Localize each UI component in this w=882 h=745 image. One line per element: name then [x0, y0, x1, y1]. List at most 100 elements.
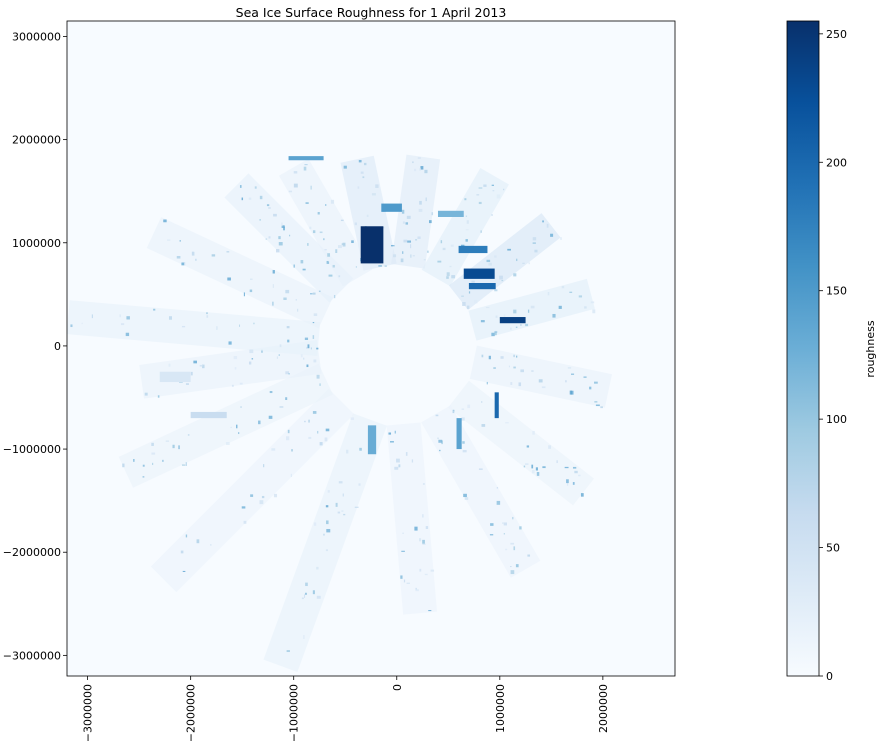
roughness-patch — [458, 245, 488, 254]
swath-speckle — [181, 262, 185, 266]
swath-speckle — [261, 349, 263, 353]
swath-speckle — [249, 289, 253, 293]
swath-speckle — [446, 276, 449, 279]
swath-speckle — [271, 448, 276, 451]
swath-speckle — [182, 570, 186, 572]
swath-speckle — [337, 511, 341, 514]
swath-speckle — [319, 231, 323, 234]
swath-speckle — [494, 255, 497, 258]
swath-speckle — [449, 265, 452, 268]
swath-speckle — [363, 162, 367, 166]
swath-speckle — [422, 539, 425, 544]
swath-speckle — [569, 291, 573, 293]
swath-speckle — [414, 526, 418, 531]
swath-speckle — [338, 245, 342, 249]
swath-speckle — [286, 650, 290, 653]
swath-speckle — [142, 464, 145, 467]
x-tick-label: −1000000 — [288, 684, 301, 741]
swath-speckle — [216, 326, 218, 330]
swath-speckle — [312, 230, 316, 234]
axes-frame — [66, 20, 676, 677]
roughness-patch — [190, 411, 227, 419]
swath-speckle — [465, 215, 468, 217]
x-tick-label: 2000000 — [597, 684, 610, 733]
swath-speckle — [480, 320, 485, 323]
swath-speckle — [461, 417, 465, 421]
swath-speckle — [440, 240, 443, 244]
swath-speckle — [327, 253, 331, 257]
swath-speckle — [485, 306, 490, 309]
swath-speckle — [532, 430, 535, 435]
swath-speckle — [547, 292, 550, 296]
swath-speckle — [303, 594, 306, 598]
swath-speckle — [560, 237, 562, 240]
swath-speckle — [239, 324, 241, 327]
swath-speckle — [522, 262, 525, 264]
swath-speckle — [417, 236, 421, 239]
swath-speckle — [474, 299, 478, 304]
swath — [139, 339, 322, 399]
swath-speckle — [308, 419, 310, 423]
swath-speckle — [371, 193, 376, 196]
swath-speckle — [269, 391, 273, 394]
swath-speckle — [394, 466, 399, 470]
swath-speckle — [325, 204, 327, 206]
swath-speckle — [446, 272, 450, 277]
swath-speckle — [515, 326, 518, 328]
x-tick-label: −3000000 — [82, 684, 95, 741]
swath-speckle — [272, 301, 274, 306]
swath-speckle — [480, 230, 482, 233]
swath-speckle — [303, 635, 305, 640]
y-tick-label: 2000000 — [12, 134, 61, 147]
swath-speckle — [466, 220, 469, 224]
swath-speckle — [306, 364, 309, 368]
swath-speckle — [176, 255, 181, 259]
colorbar-tick-label: 200 — [826, 156, 847, 169]
colorbar-tick-label: 100 — [826, 413, 847, 426]
chart-title: Sea Ice Surface Roughness for 1 April 20… — [236, 5, 507, 20]
swath-speckle — [276, 248, 280, 253]
swath-speckle — [351, 240, 354, 244]
swath-speckle — [254, 186, 257, 189]
swath-speckle — [126, 316, 130, 320]
swath-speckle — [312, 411, 317, 414]
swath-speckle — [468, 291, 471, 294]
swath-speckle — [288, 190, 293, 193]
swath-speckle — [531, 470, 535, 474]
swath-speckle — [119, 314, 121, 318]
y-axis: 3000000 2000000 1000000 0 −1000000 −2000000 −3… — [3, 30, 67, 662]
swath-speckle — [187, 434, 190, 436]
swath-speckle — [358, 483, 361, 486]
swath-speckle — [406, 215, 411, 219]
colorbar — [786, 20, 820, 677]
y-tick-label: −2000000 — [3, 546, 61, 559]
swath-speckle — [552, 313, 556, 318]
swath-speckle — [317, 430, 319, 434]
swath-speckle — [168, 316, 172, 320]
swath-speckle — [548, 445, 552, 449]
swath-speckle — [461, 408, 465, 410]
swath-speckle — [435, 414, 439, 417]
swath-speckle — [268, 207, 271, 209]
swath-layer — [67, 154, 612, 672]
swath-speckle — [308, 436, 312, 439]
swath-speckle — [259, 500, 264, 505]
swath-speckle — [478, 468, 483, 470]
roughness-patch — [468, 283, 496, 290]
swath-speckle — [488, 262, 492, 266]
swath-speckle — [499, 275, 503, 280]
swath-speckle — [330, 199, 335, 204]
swath-speckle — [431, 212, 434, 216]
roughness-patch — [463, 268, 495, 279]
swath-speckle — [228, 341, 232, 345]
swath-speckle — [279, 344, 282, 348]
swath-speckle — [410, 244, 412, 249]
swath-speckle — [335, 502, 338, 507]
swath-speckle — [239, 382, 243, 385]
swath-speckle — [505, 422, 509, 424]
swath-speckle — [476, 194, 480, 196]
swath-speckle — [338, 275, 341, 278]
swath-speckle — [390, 245, 395, 247]
swath-speckle — [231, 384, 234, 387]
